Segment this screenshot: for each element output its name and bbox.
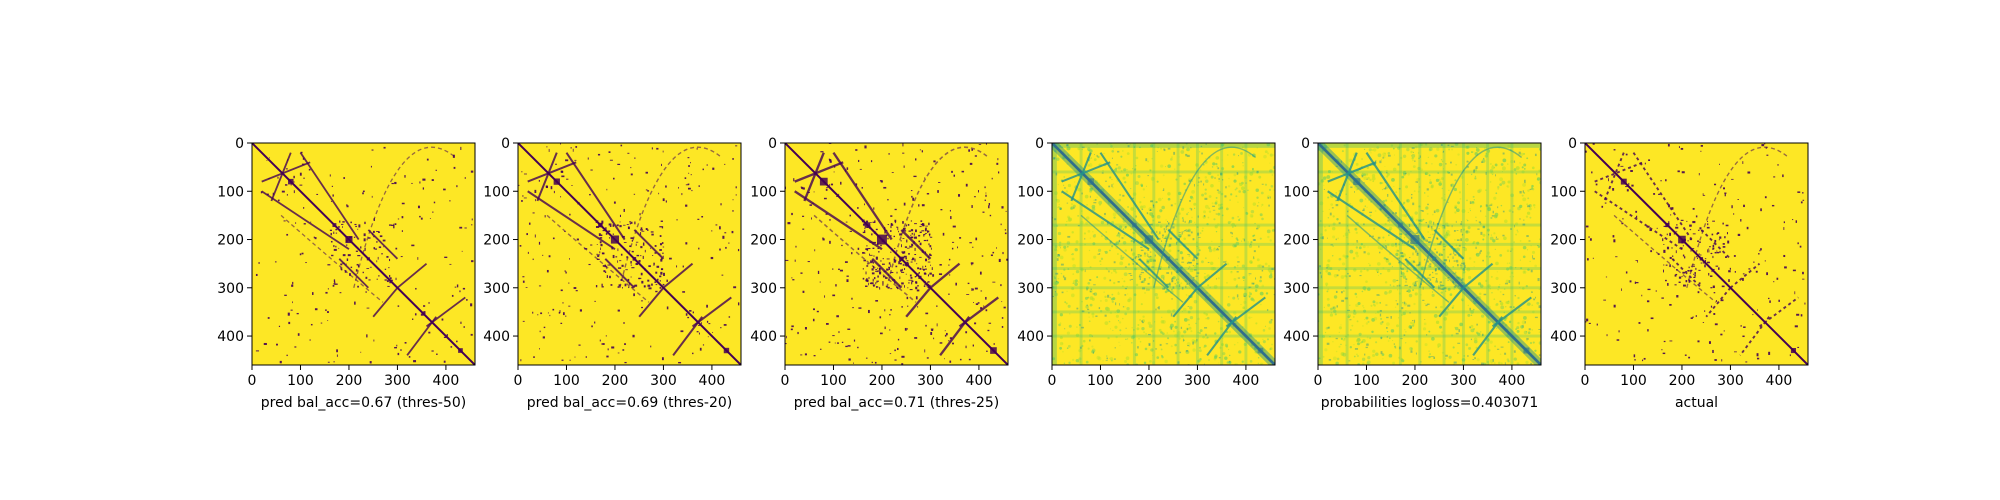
axes-frame xyxy=(784,142,1009,366)
y-tick-label: 0 xyxy=(1568,136,1577,152)
heatmap-panel-6: 0 100 200 300 400 0 100 200 300 400 actual xyxy=(1550,136,1809,411)
y-tick-label: 100 xyxy=(483,184,510,200)
x-tick-label: 100 xyxy=(1087,373,1114,389)
x-tick-label: 300 xyxy=(650,373,677,389)
y-tick-label: 300 xyxy=(1550,281,1577,297)
heatmap-panel-5: 0 100 200 300 400 0 100 200 300 400 probabilities … xyxy=(1283,136,1542,411)
axes-frame xyxy=(251,142,476,366)
y-tick-label: 200 xyxy=(1283,233,1310,249)
x-axis-label: actual xyxy=(1675,395,1718,411)
x-tick-label: 400 xyxy=(1766,373,1793,389)
y-tick-label: 400 xyxy=(483,329,510,345)
heatmap-panel-3: 0 100 200 300 400 0 100 200 300 400 pred bal_acc=0… xyxy=(750,136,1009,411)
y-tick-label: 300 xyxy=(1017,281,1044,297)
x-tick-label: 300 xyxy=(1450,373,1477,389)
x-tick-label: 0 xyxy=(781,373,790,389)
x-tick-label: 0 xyxy=(1048,373,1057,389)
y-tick-label: 200 xyxy=(217,233,244,249)
y-tick-label: 200 xyxy=(483,233,510,249)
x-tick-label: 300 xyxy=(1717,373,1744,389)
axes-frame xyxy=(517,142,742,366)
x-tick-label: 400 xyxy=(433,373,460,389)
y-tick-label: 0 xyxy=(501,136,510,152)
y-tick-label: 100 xyxy=(1017,184,1044,200)
y-tick-label: 0 xyxy=(1301,136,1310,152)
heatmap-panel-4: 0 100 200 300 400 0 100 200 300 400 xyxy=(1017,136,1276,389)
x-tick-label: 200 xyxy=(336,373,363,389)
axes-frame xyxy=(1584,142,1809,366)
x-axis-label: probabilities logloss=0.403071 xyxy=(1321,395,1539,411)
x-tick-label: 400 xyxy=(1499,373,1526,389)
x-tick-label: 400 xyxy=(966,373,993,389)
x-tick-label: 100 xyxy=(820,373,847,389)
x-tick-label: 100 xyxy=(287,373,314,389)
x-tick-label: 100 xyxy=(553,373,580,389)
y-tick-label: 0 xyxy=(768,136,777,152)
y-tick-label: 100 xyxy=(217,184,244,200)
y-tick-label: 100 xyxy=(1283,184,1310,200)
x-tick-label: 0 xyxy=(514,373,523,389)
y-tick-label: 0 xyxy=(235,136,244,152)
x-tick-label: 300 xyxy=(1184,373,1211,389)
x-tick-label: 400 xyxy=(699,373,726,389)
x-axis-label: pred bal_acc=0.71 (thres-25) xyxy=(794,395,999,411)
y-tick-label: 200 xyxy=(750,233,777,249)
y-tick-label: 400 xyxy=(217,329,244,345)
x-axis-label: pred bal_acc=0.69 (thres-20) xyxy=(527,395,732,411)
x-tick-label: 200 xyxy=(869,373,896,389)
heatmap-panel-2: 0 100 200 300 400 0 100 200 300 400 pred bal_acc=0… xyxy=(483,136,742,411)
x-tick-label: 0 xyxy=(1581,373,1590,389)
x-tick-label: 200 xyxy=(1136,373,1163,389)
heatmap-panel-1: 0 100 200 300 400 0 100 200 300 400 pred bal_acc=0… xyxy=(217,136,476,411)
x-tick-label: 200 xyxy=(602,373,629,389)
y-tick-label: 400 xyxy=(1283,329,1310,345)
x-axis-label: pred bal_acc=0.67 (thres-50) xyxy=(261,395,466,411)
x-tick-label: 200 xyxy=(1669,373,1696,389)
y-tick-label: 400 xyxy=(750,329,777,345)
y-tick-label: 100 xyxy=(1550,184,1577,200)
x-tick-label: 300 xyxy=(917,373,944,389)
y-tick-label: 400 xyxy=(1017,329,1044,345)
x-tick-label: 0 xyxy=(248,373,257,389)
x-tick-label: 300 xyxy=(384,373,411,389)
y-tick-label: 100 xyxy=(750,184,777,200)
y-tick-label: 300 xyxy=(483,281,510,297)
x-tick-label: 400 xyxy=(1233,373,1260,389)
x-tick-label: 200 xyxy=(1402,373,1429,389)
y-tick-label: 0 xyxy=(1035,136,1044,152)
y-tick-label: 300 xyxy=(1283,281,1310,297)
y-tick-label: 300 xyxy=(750,281,777,297)
x-tick-label: 100 xyxy=(1353,373,1380,389)
y-tick-label: 200 xyxy=(1017,233,1044,249)
y-tick-label: 200 xyxy=(1550,233,1577,249)
y-tick-label: 300 xyxy=(217,281,244,297)
x-tick-label: 0 xyxy=(1314,373,1323,389)
axes-frame xyxy=(1317,142,1542,366)
x-tick-label: 100 xyxy=(1620,373,1647,389)
axes-frame xyxy=(1051,142,1276,366)
y-tick-label: 400 xyxy=(1550,329,1577,345)
